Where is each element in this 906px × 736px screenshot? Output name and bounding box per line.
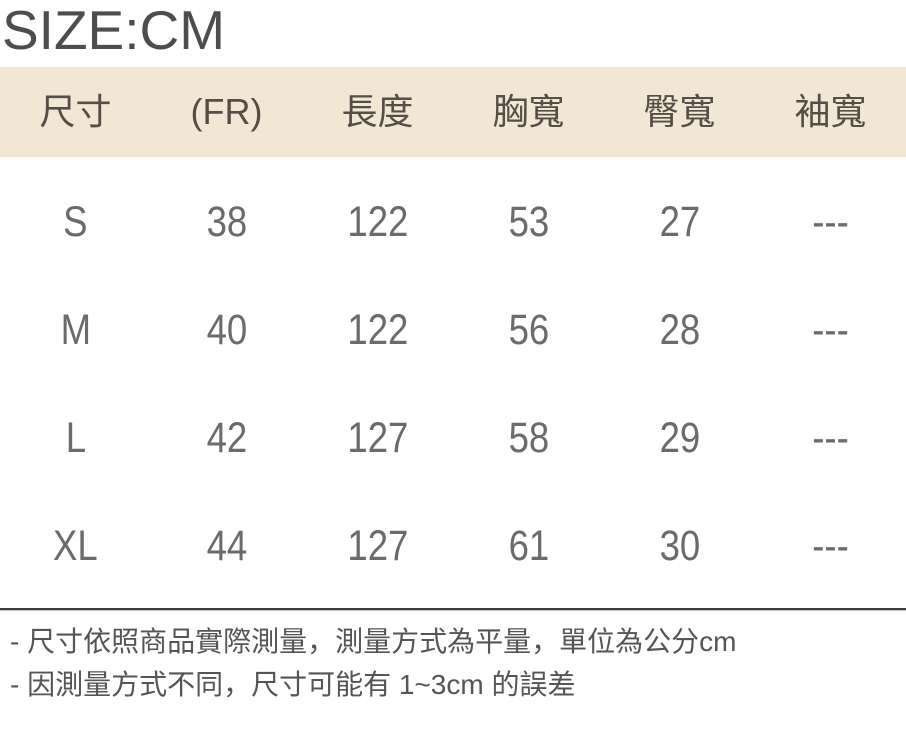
sleeve-value: --- (812, 306, 849, 354)
cell-chest: 61 (453, 492, 604, 600)
table-body: S 38 122 53 27 --- M 40 122 56 28 --- L … (0, 157, 906, 600)
cell-fr: 44 (151, 492, 302, 600)
cell-chest: 56 (453, 276, 604, 384)
cell-length: 122 (302, 276, 453, 384)
cell-sleeve: --- (755, 168, 906, 276)
column-header-hip: 臀寬 (643, 91, 716, 132)
size-table: 尺寸 (FR) 長度 胸寬 臀寬 袖寬 S 38 122 53 27 --- M… (0, 67, 906, 600)
cell-chest: 53 (453, 168, 604, 276)
cell-sleeve: --- (755, 492, 906, 600)
length-value: 127 (347, 522, 408, 570)
cell-fr: 38 (151, 168, 302, 276)
fr-value: 42 (206, 414, 247, 462)
cell-size: S (0, 168, 151, 276)
cell-fr: 40 (151, 276, 302, 384)
cell-chest: 58 (453, 384, 604, 492)
table-row-s: S 38 122 53 27 --- (0, 168, 906, 276)
column-header-fr: (FR) (190, 91, 263, 132)
cell-hip: 27 (604, 168, 755, 276)
size-label: XL (53, 522, 98, 570)
fr-value: 44 (206, 522, 247, 570)
size-label: S (63, 198, 88, 246)
hip-value: 27 (659, 198, 700, 246)
chest-value: 53 (508, 198, 549, 246)
fr-value: 40 (206, 306, 247, 354)
cell-hip: 30 (604, 492, 755, 600)
size-label: L (65, 414, 86, 462)
cell-hip: 29 (604, 384, 755, 492)
cell-size: XL (0, 492, 151, 600)
page-title: SIZE:CM (2, 0, 226, 61)
cell-length: 127 (302, 384, 453, 492)
cell-sleeve: --- (755, 276, 906, 384)
length-value: 127 (347, 414, 408, 462)
sleeve-value: --- (812, 414, 849, 462)
notes-section: - 尺寸依照商品實際測量，測量方式為平量，單位為公分cm - 因測量方式不同，尺… (10, 620, 906, 706)
column-header-sleeve: 袖寬 (794, 91, 867, 132)
note-measurement-method: - 尺寸依照商品實際測量，測量方式為平量，單位為公分cm (10, 626, 737, 657)
column-header-length: 長度 (341, 91, 414, 132)
length-value: 122 (347, 306, 408, 354)
cell-length: 127 (302, 492, 453, 600)
table-row-m: M 40 122 56 28 --- (0, 276, 906, 384)
hip-value: 28 (659, 306, 700, 354)
size-label: M (60, 306, 91, 354)
hip-value: 30 (659, 522, 700, 570)
hip-value: 29 (659, 414, 700, 462)
cell-size: L (0, 384, 151, 492)
fr-value: 38 (206, 198, 247, 246)
cell-length: 122 (302, 168, 453, 276)
table-row-xl: XL 44 127 61 30 --- (0, 492, 906, 600)
cell-sleeve: --- (755, 384, 906, 492)
sleeve-value: --- (812, 198, 849, 246)
chest-value: 58 (508, 414, 549, 462)
table-row-l: L 42 127 58 29 --- (0, 384, 906, 492)
sleeve-value: --- (812, 522, 849, 570)
chest-value: 61 (508, 522, 549, 570)
cell-size: M (0, 276, 151, 384)
cell-hip: 28 (604, 276, 755, 384)
cell-fr: 42 (151, 384, 302, 492)
divider-line (0, 608, 906, 611)
chest-value: 56 (508, 306, 549, 354)
table-header-row: 尺寸 (FR) 長度 胸寬 臀寬 袖寬 (0, 67, 906, 157)
note-tolerance: - 因測量方式不同，尺寸可能有 1~3cm 的誤差 (10, 669, 576, 700)
column-header-size: 尺寸 (39, 91, 112, 132)
column-header-chest: 胸寬 (492, 91, 565, 132)
length-value: 122 (347, 198, 408, 246)
